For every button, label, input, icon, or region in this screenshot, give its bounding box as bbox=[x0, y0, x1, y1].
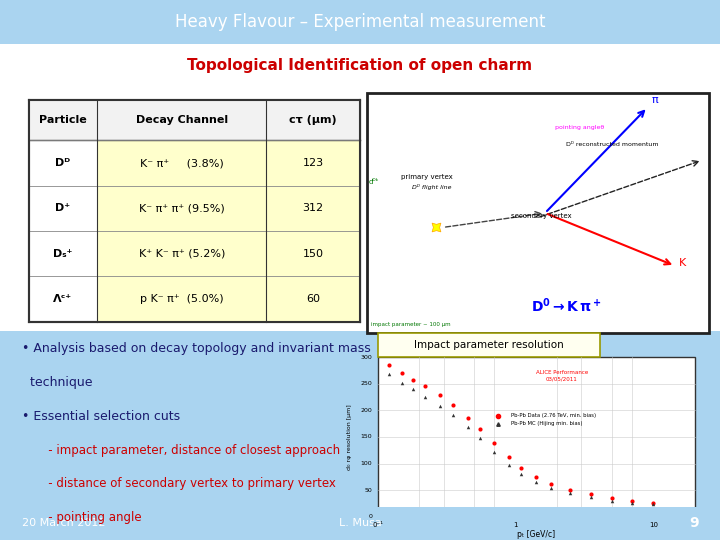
Text: d₀ rφ resolution [μm]: d₀ rφ resolution [μm] bbox=[347, 404, 351, 470]
Text: Λᶜ⁺: Λᶜ⁺ bbox=[53, 294, 73, 304]
Text: cτ (μm): cτ (μm) bbox=[289, 115, 337, 125]
Bar bbox=[266, 140, 360, 186]
Text: 20 March 2012: 20 March 2012 bbox=[22, 518, 105, 528]
Text: • Essential selection cuts: • Essential selection cuts bbox=[22, 410, 180, 423]
Text: Impact parameter resolution: Impact parameter resolution bbox=[414, 340, 564, 350]
Text: 9: 9 bbox=[689, 516, 698, 530]
Text: L. Musa: L. Musa bbox=[338, 518, 382, 528]
Text: 50: 50 bbox=[364, 488, 372, 492]
Text: Dᴰ flight line: Dᴰ flight line bbox=[412, 184, 451, 190]
Text: D⁺: D⁺ bbox=[55, 204, 71, 213]
Text: π: π bbox=[652, 94, 658, 105]
Text: impact parameter ~ 100 μm: impact parameter ~ 100 μm bbox=[371, 322, 451, 327]
Bar bbox=[266, 231, 360, 276]
Text: - pointing angle: - pointing angle bbox=[22, 511, 141, 524]
Text: pₜ [GeV/c]: pₜ [GeV/c] bbox=[518, 530, 555, 538]
Text: 150: 150 bbox=[302, 249, 324, 259]
Text: 150: 150 bbox=[361, 435, 372, 440]
Text: 0: 0 bbox=[369, 514, 372, 519]
Bar bbox=[367, 93, 709, 333]
Text: K⁺ K⁻ π⁺ (5.2%): K⁺ K⁻ π⁺ (5.2%) bbox=[139, 249, 225, 259]
Text: - distance of secondary vertex to primary vertex: - distance of secondary vertex to primar… bbox=[22, 477, 336, 490]
Bar bbox=[378, 333, 600, 357]
Text: - impact parameter, distance of closest approach: - impact parameter, distance of closest … bbox=[22, 444, 340, 457]
Text: Topological Identification of open charm: Topological Identification of open charm bbox=[187, 58, 533, 73]
Text: K: K bbox=[679, 258, 686, 268]
Text: Pb-Pb Data (2.76 TeV, min. bias): Pb-Pb Data (2.76 TeV, min. bias) bbox=[511, 413, 596, 418]
Text: 1: 1 bbox=[513, 522, 518, 528]
Text: Dᴰ reconstructed momentum: Dᴰ reconstructed momentum bbox=[566, 141, 658, 147]
Text: technique: technique bbox=[22, 376, 92, 389]
Text: Heavy Flavour – Experimental measurement: Heavy Flavour – Experimental measurement bbox=[175, 13, 545, 31]
Text: Pb-Pb MC (Hijing min. bias): Pb-Pb MC (Hijing min. bias) bbox=[511, 421, 582, 426]
Bar bbox=[97, 140, 266, 186]
Text: • Analysis based on decay topology and invariant mass: • Analysis based on decay topology and i… bbox=[22, 342, 370, 355]
Text: 100: 100 bbox=[361, 461, 372, 466]
Bar bbox=[29, 100, 360, 322]
Text: $\mathbf{D^0 \rightarrow K\,\pi^+}$: $\mathbf{D^0 \rightarrow K\,\pi^+}$ bbox=[531, 296, 603, 314]
Text: K⁻ π⁺ π⁺ (9.5%): K⁻ π⁺ π⁺ (9.5%) bbox=[139, 204, 225, 213]
Text: secondary vertex: secondary vertex bbox=[511, 213, 572, 219]
Text: pointing angleθ: pointing angleθ bbox=[555, 125, 605, 130]
Text: dᴰᵏ: dᴰᵏ bbox=[369, 179, 379, 185]
Bar bbox=[29, 100, 360, 140]
Text: primary vertex: primary vertex bbox=[402, 174, 453, 180]
Text: 0⁻¹: 0⁻¹ bbox=[372, 522, 384, 528]
Text: 300: 300 bbox=[361, 355, 372, 360]
Bar bbox=[97, 276, 266, 322]
Text: ALICE Performance
03/05/2011: ALICE Performance 03/05/2011 bbox=[536, 370, 588, 381]
Bar bbox=[378, 357, 695, 517]
Text: Decay Channel: Decay Channel bbox=[136, 115, 228, 125]
Text: 200: 200 bbox=[361, 408, 372, 413]
Text: Dₛ⁺: Dₛ⁺ bbox=[53, 249, 73, 259]
Bar bbox=[97, 186, 266, 231]
Text: Particle: Particle bbox=[39, 115, 87, 125]
Bar bbox=[266, 186, 360, 231]
Bar bbox=[266, 276, 360, 322]
Text: 10: 10 bbox=[649, 522, 658, 528]
Text: 312: 312 bbox=[302, 204, 324, 213]
Text: p K⁻ π⁺  (5.0%): p K⁻ π⁺ (5.0%) bbox=[140, 294, 224, 304]
Bar bbox=[97, 231, 266, 276]
Text: 60: 60 bbox=[306, 294, 320, 304]
Text: Dᴰ: Dᴰ bbox=[55, 158, 71, 168]
Text: 250: 250 bbox=[361, 381, 372, 386]
Bar bbox=[0, 44, 720, 331]
Text: K⁻ π⁺     (3.8%): K⁻ π⁺ (3.8%) bbox=[140, 158, 224, 168]
Text: 123: 123 bbox=[302, 158, 324, 168]
